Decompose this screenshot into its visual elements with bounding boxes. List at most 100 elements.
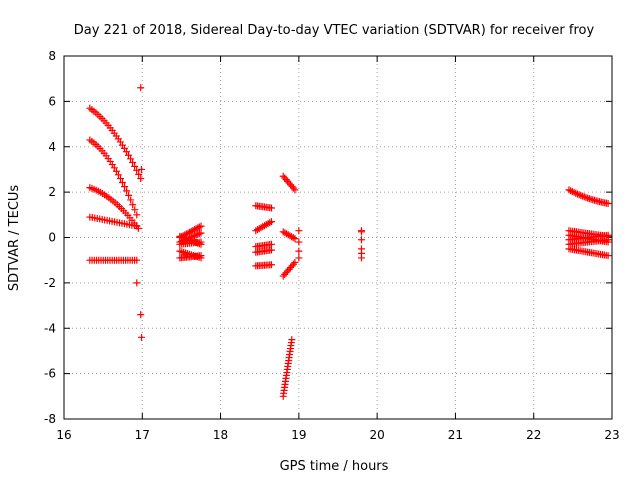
x-axis-title: GPS time / hours [280, 459, 389, 474]
data-point [279, 272, 287, 280]
data-point [121, 183, 129, 191]
data-point [195, 223, 203, 231]
data-point [127, 155, 135, 163]
data-point [177, 233, 185, 241]
data-point [285, 265, 293, 273]
data-point [287, 264, 295, 272]
data-point [291, 235, 299, 243]
data-point [567, 187, 575, 195]
data-point [129, 159, 137, 167]
x-tick-label: 23 [604, 428, 619, 442]
data-point [133, 211, 141, 219]
x-tick-label: 21 [448, 428, 463, 442]
data-point [288, 262, 296, 270]
data-point [137, 175, 145, 183]
data-point [291, 186, 299, 194]
x-tick-label: 22 [526, 428, 541, 442]
data-markers [86, 84, 612, 400]
plot-frame [63, 55, 613, 420]
data-point [572, 189, 580, 197]
y-tick-label: 8 [48, 49, 56, 63]
data-point [295, 227, 303, 235]
data-point [190, 232, 198, 240]
data-point [291, 258, 299, 266]
y-tick-label: 0 [48, 231, 56, 245]
chart-title: Day 221 of 2018, Sidereal Day-to-day VTE… [74, 23, 595, 38]
data-point [289, 260, 297, 268]
y-tick-label: -8 [44, 412, 56, 426]
y-tick-label: -2 [44, 276, 56, 290]
data-point [192, 231, 200, 239]
data-point [604, 199, 612, 207]
data-point [281, 270, 289, 278]
data-point [357, 228, 365, 236]
data-point [116, 175, 124, 183]
axis-ticks: 16 17 18 19 20 21 22 23 -8 -6 -4 -2 0 2 4 6 8 [44, 49, 620, 442]
data-point [568, 188, 576, 196]
data-point [279, 172, 287, 180]
data-point [570, 188, 578, 196]
data-point [114, 171, 122, 179]
data-point [282, 269, 290, 277]
grid [64, 56, 612, 419]
data-point [289, 234, 297, 242]
data-point [137, 84, 145, 92]
data-point [580, 193, 588, 201]
data-point [197, 229, 205, 237]
data-point [295, 254, 303, 262]
data-point [197, 254, 205, 262]
data-point [133, 222, 141, 230]
data-point [123, 187, 131, 195]
data-point [137, 311, 145, 319]
data-point [284, 267, 292, 275]
data-point [125, 191, 133, 199]
data-point [131, 206, 139, 214]
data-point [295, 238, 303, 246]
data-point [179, 234, 187, 242]
y-tick-label: -4 [44, 321, 56, 335]
data-point [582, 193, 590, 201]
data-point [285, 179, 293, 187]
data-point [112, 167, 120, 175]
data-point [133, 279, 141, 287]
data-point [197, 222, 205, 230]
data-point [295, 247, 303, 255]
data-point [138, 333, 146, 341]
y-axis-title: SDTVAR / TECUs [7, 185, 22, 292]
data-point [575, 191, 583, 199]
data-point [577, 191, 585, 199]
data-point [133, 256, 141, 264]
data-point [195, 230, 203, 238]
data-point [267, 261, 275, 269]
x-tick-label: 17 [135, 428, 150, 442]
data-point [288, 336, 296, 344]
x-tick-label: 16 [56, 428, 71, 442]
data-point [182, 235, 190, 243]
data-point [267, 218, 275, 226]
x-tick-label: 18 [213, 428, 228, 442]
y-tick-label: -6 [44, 367, 56, 381]
data-point [127, 196, 135, 204]
data-point [135, 170, 143, 178]
y-tick-label: 4 [48, 140, 56, 154]
data-point [194, 230, 202, 238]
data-point [133, 166, 141, 174]
data-point [357, 254, 365, 262]
data-point [604, 236, 612, 244]
data-point [288, 182, 296, 190]
y-tick-label: 6 [48, 94, 56, 108]
data-point [129, 201, 137, 209]
data-point [125, 151, 133, 159]
data-point [181, 234, 189, 242]
data-point [119, 179, 127, 187]
data-point [287, 181, 295, 189]
x-tick-label: 20 [370, 428, 385, 442]
x-tick-label: 19 [291, 428, 306, 442]
data-point [579, 192, 587, 200]
data-point [267, 204, 275, 212]
data-point [138, 165, 146, 173]
data-point [131, 162, 139, 170]
data-point [357, 236, 365, 244]
data-point [284, 177, 292, 185]
